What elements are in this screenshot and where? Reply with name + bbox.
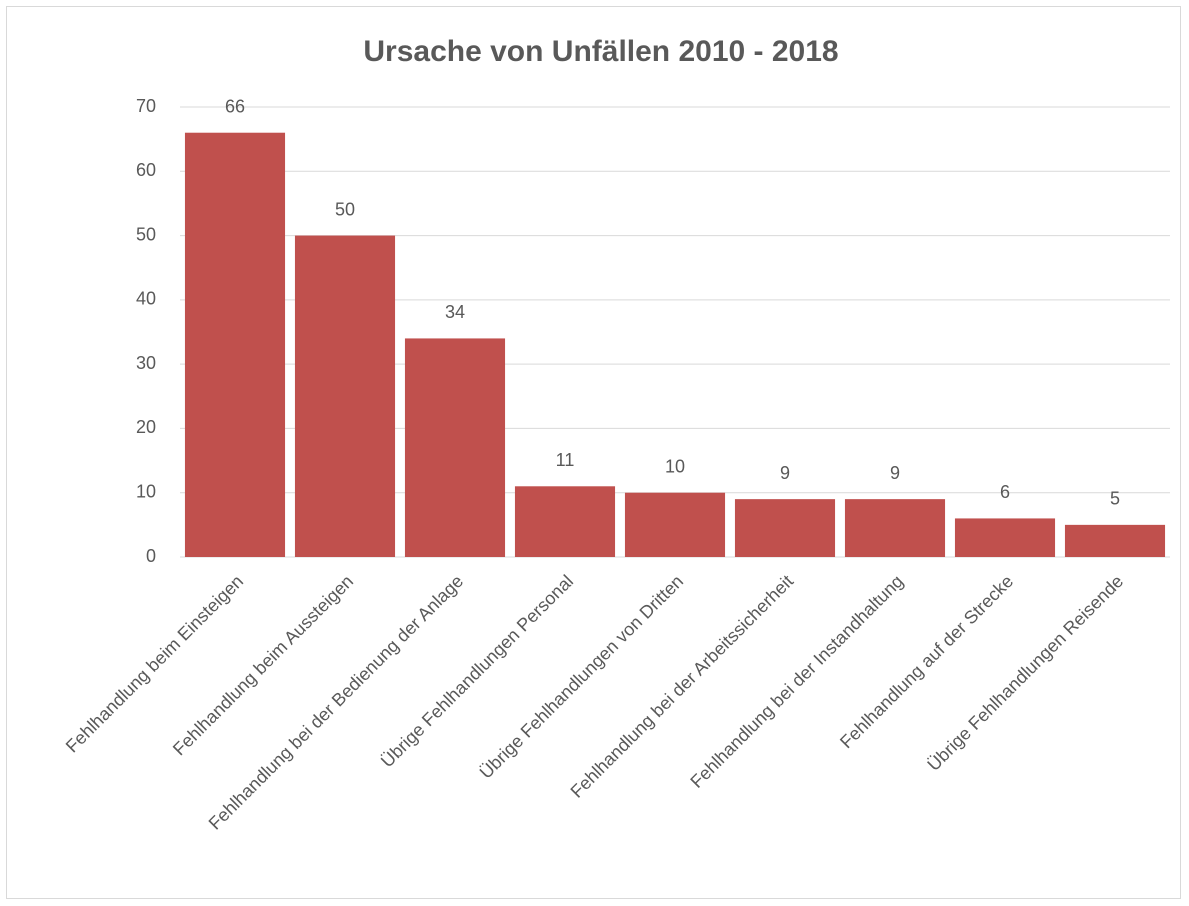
y-tick-label: 70	[136, 96, 156, 116]
data-label: 66	[225, 96, 245, 116]
bar	[1064, 524, 1166, 557]
y-tick-label: 50	[136, 224, 156, 244]
data-label: 6	[1000, 482, 1010, 502]
y-tick-label: 20	[136, 417, 156, 437]
bar	[404, 338, 506, 557]
data-label: 5	[1110, 489, 1120, 509]
data-label: 9	[780, 463, 790, 483]
bar	[734, 499, 836, 557]
bar	[514, 486, 616, 557]
data-label: 50	[335, 199, 355, 219]
chart-title: Ursache von Unfällen 2010 - 2018	[363, 35, 838, 68]
bar	[294, 235, 396, 558]
bar	[844, 499, 946, 557]
bar	[624, 492, 726, 557]
bar	[184, 132, 286, 557]
bar	[954, 518, 1056, 557]
y-tick-label: 0	[146, 546, 156, 566]
data-label: 11	[556, 450, 575, 470]
data-label: 34	[445, 302, 465, 322]
y-tick-label: 10	[136, 481, 156, 501]
data-label: 9	[890, 463, 900, 483]
y-tick-label: 40	[136, 289, 156, 309]
y-tick-label: 30	[136, 353, 156, 373]
y-tick-label: 60	[136, 160, 156, 180]
data-label: 10	[665, 456, 685, 476]
